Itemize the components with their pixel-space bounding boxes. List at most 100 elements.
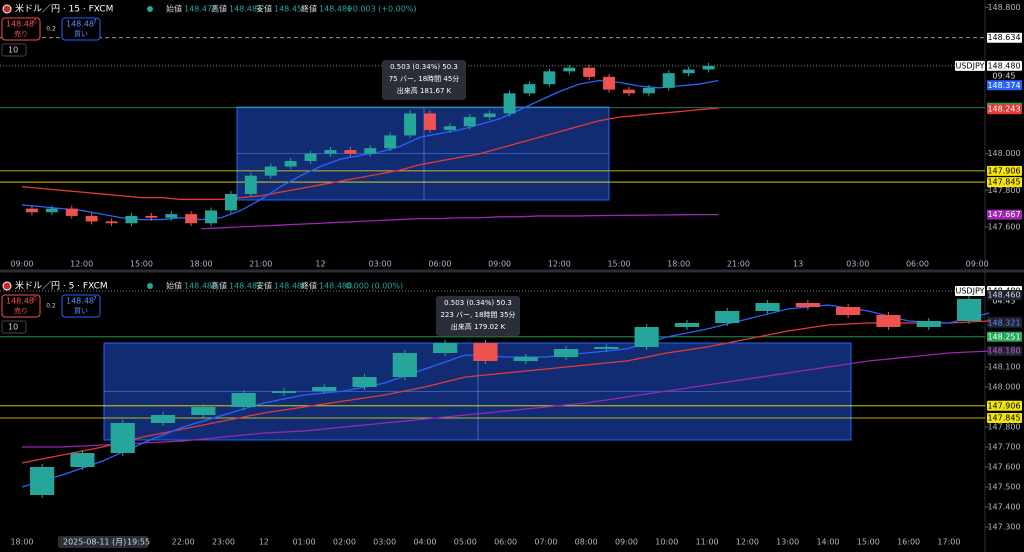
price-tag [987, 290, 1022, 300]
price-tag-label: 147.667 [987, 210, 1020, 219]
ma-line [21, 320, 990, 464]
candle-body [433, 343, 458, 353]
x-tick-label: 03:00 [373, 538, 396, 547]
candle-body [191, 407, 216, 415]
buy-label: 買い [74, 307, 88, 315]
x-tick-label: 08:00 [575, 538, 598, 547]
x-tick-label: 06:00 [906, 260, 929, 269]
sell-label: 売り [14, 306, 28, 315]
candle-body [264, 166, 277, 176]
flag-icon [2, 4, 12, 14]
buy-price: 148.48 [66, 20, 94, 29]
buy-price: 148.48 [66, 297, 94, 306]
candle-body [392, 353, 417, 377]
candle-body [876, 315, 901, 327]
price-tag-label: 148.180 [987, 347, 1020, 356]
y-tick-label: 148.100 [987, 363, 1020, 372]
price-tag [987, 80, 1022, 91]
candle-body [553, 349, 579, 357]
candle-body [231, 393, 256, 407]
x-tick-label: 12 [259, 538, 269, 547]
candle-body [513, 357, 538, 361]
price-tag [987, 413, 1022, 423]
buy-button[interactable] [61, 17, 101, 41]
x-tick-label: 01:00 [293, 538, 316, 547]
x-tick-label: 15:00 [857, 538, 880, 547]
price-tag-label: 148.374 [987, 81, 1020, 90]
x-tick-label: 03:00 [846, 260, 869, 269]
price-tag [987, 346, 1022, 356]
x-tick-label: 14:00 [816, 538, 839, 547]
candle-body [755, 303, 780, 311]
x-tick-label: 09:00 [10, 260, 33, 269]
ohlc-label: 終値 [301, 281, 317, 291]
ma-line [22, 350, 990, 448]
indicator-toggle[interactable] [1, 320, 27, 334]
x-tick-label: 05:00 [454, 538, 477, 547]
date-box [58, 536, 148, 548]
buy-label: 買い [74, 30, 88, 38]
measure-text: 0.503 (0.34%) 50.3 [390, 63, 458, 71]
x-tick-label: 18:00 [190, 260, 213, 269]
candle-body [70, 453, 95, 467]
candle-body [423, 113, 436, 130]
price-tag [987, 331, 1022, 342]
countdown-bg [987, 296, 1022, 306]
y-tick-label: 147.300 [987, 523, 1020, 532]
ohlc-label: 始値 [166, 281, 182, 291]
candle-body [836, 307, 861, 315]
ohlc-label: 安値 [256, 4, 272, 14]
candle-body [125, 215, 138, 224]
x-tick-label: 06:00 [428, 260, 451, 269]
ohlc-label: 安値 [256, 281, 272, 291]
sell-label: 売り [14, 29, 28, 38]
y-tick-label: 147.400 [987, 503, 1020, 512]
measure-text: 0.503 (0.34%) 50.3 [444, 299, 512, 307]
candle-body [473, 343, 498, 361]
candle-body [25, 208, 38, 213]
buy-button[interactable] [61, 294, 101, 318]
x-tick-label: 21:00 [727, 260, 750, 269]
y-tick-label: 147.600 [987, 222, 1020, 231]
candle-body [324, 150, 337, 154]
price-tag [987, 177, 1022, 188]
indicator-count: 10 [8, 323, 18, 332]
ohlc-value: 148.477 [184, 5, 217, 14]
y-tick-label: 147.800 [987, 186, 1020, 195]
ohlc-label: 高値 [211, 4, 227, 14]
sell-price: 148.48 [6, 20, 34, 29]
candle-body [443, 126, 456, 130]
candle-body [205, 210, 218, 224]
candle-body [110, 423, 135, 453]
x-tick-label: 15:00 [130, 260, 153, 269]
ticker-label: USDJPY [956, 287, 985, 296]
price-tag-label: 148.480 [987, 61, 1020, 70]
price-tag-label: 147.906 [987, 166, 1020, 175]
candle-body [956, 299, 982, 321]
ohlc-value: 148.484 [229, 5, 262, 14]
indicator-toggle[interactable] [1, 43, 27, 57]
candle-body [563, 67, 576, 72]
sell-button[interactable] [1, 294, 41, 318]
price-tag-label: 148.251 [987, 332, 1020, 341]
change: +0.003 (+0.00%) [346, 5, 417, 14]
candle-body [583, 67, 596, 77]
x-tick-label: 18:00 [10, 538, 33, 547]
candle-body [352, 377, 377, 387]
measure-tooltip [436, 296, 520, 336]
candle-body [715, 311, 740, 323]
ohlc-value: 148.480 [319, 5, 352, 14]
price-tag [987, 104, 1022, 115]
x-tick-label: 18:00 [667, 260, 690, 269]
sell-button[interactable] [1, 17, 41, 41]
spread: 0.2 [46, 26, 56, 33]
ohlc-value: 148.480 [319, 282, 352, 291]
status-dot [147, 6, 153, 12]
indicator-count: 10 [8, 46, 18, 55]
candle-body [312, 387, 337, 391]
y-tick-label: 147.500 [987, 483, 1020, 492]
candle-body [271, 391, 297, 393]
spread: 0.2 [46, 303, 56, 310]
price-tag [987, 209, 1022, 220]
